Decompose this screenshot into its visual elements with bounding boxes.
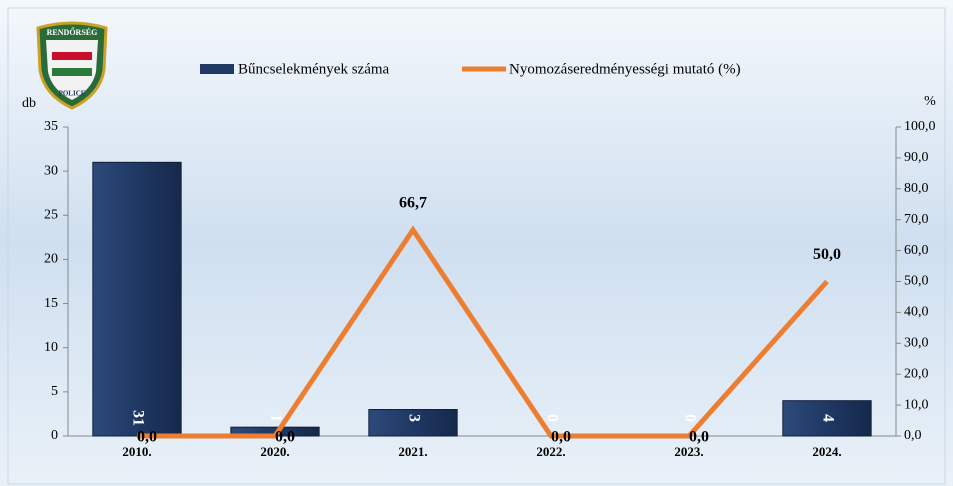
legend-label: Bűncselekmények száma <box>238 61 390 77</box>
bar <box>92 161 182 437</box>
y-tick-label: 10 <box>44 340 58 355</box>
logo-top-text: RENDŐRSÉG <box>47 27 98 37</box>
y-tick-label: 20 <box>44 252 58 267</box>
legend-swatch <box>200 64 234 74</box>
x-tick-label: 2022. <box>536 444 565 459</box>
x-tick-label: 2020. <box>260 444 289 459</box>
bar <box>782 400 872 437</box>
bar-value-label: 4 <box>819 414 836 422</box>
bar-value-label: 0 <box>681 414 698 422</box>
y2-tick-label: 30,0 <box>904 336 929 351</box>
y2-tick-label: 90,0 <box>904 150 929 165</box>
logo-bottom-text: POLICE <box>59 90 86 98</box>
line-value-label: 50,0 <box>813 246 841 263</box>
x-tick-label: 2021. <box>398 444 427 459</box>
y2-tick-label: 50,0 <box>904 274 929 289</box>
y-tick-label: 35 <box>44 119 58 134</box>
line-value-label: 0,0 <box>689 429 709 446</box>
line-value-label: 0,0 <box>275 429 295 446</box>
y2-tick-label: 100,0 <box>904 119 936 134</box>
x-tick-label: 2023. <box>674 444 703 459</box>
logo: RENDŐRSÉG POLICE <box>36 21 108 110</box>
y-tick-label: 0 <box>51 428 58 443</box>
line-value-label: 0,0 <box>551 429 571 446</box>
x-tick-label: 2010. <box>122 444 151 459</box>
line-value-label: 0,0 <box>137 429 157 446</box>
line <box>137 225 829 439</box>
y-tick-label: 5 <box>51 384 58 399</box>
y-axis-label: db <box>22 96 36 111</box>
y2-tick-label: 40,0 <box>904 305 929 320</box>
y-tick-label: 30 <box>44 163 58 178</box>
y2-tick-label: 80,0 <box>904 181 929 196</box>
bar-value-label: 3 <box>405 414 422 422</box>
legend-label: Nyomozáseredményességi mutató (%) <box>509 61 741 77</box>
y2-tick-label: 10,0 <box>904 397 929 412</box>
y-tick-label: 15 <box>44 296 58 311</box>
bar-value-label: 0 <box>543 414 560 422</box>
bar <box>368 409 458 437</box>
y2-tick-label: 70,0 <box>904 212 929 227</box>
y2-tick-label: 60,0 <box>904 243 929 258</box>
x-tick-label: 2024. <box>812 444 841 459</box>
bar-value-label: 31 <box>129 410 146 426</box>
line-value-label: 66,7 <box>399 195 427 212</box>
bar-value-label: 1 <box>267 414 284 422</box>
y2-axis-label: % <box>924 94 936 109</box>
y-tick-label: 25 <box>44 208 58 223</box>
y2-tick-label: 20,0 <box>904 366 929 381</box>
y2-tick-label: 0,0 <box>904 428 922 443</box>
frame <box>7 7 946 485</box>
